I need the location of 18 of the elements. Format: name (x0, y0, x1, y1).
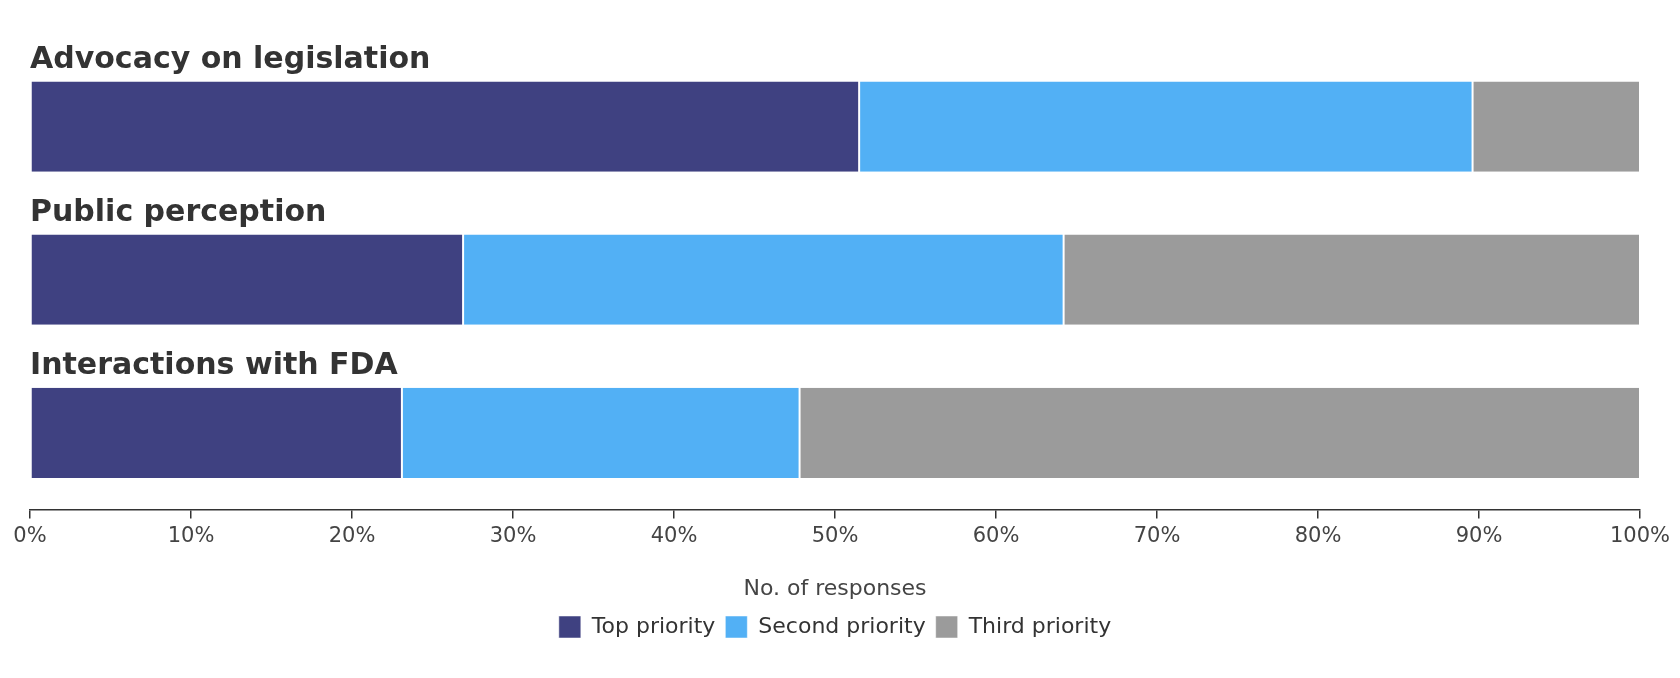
x-tick-label: 50% (811, 523, 859, 548)
legend-label: Second priority (758, 612, 926, 638)
x-tick-label: 20% (328, 523, 376, 548)
x-tick-label: 80% (1294, 523, 1342, 548)
x-tick-label: 100% (1609, 523, 1671, 548)
x-tick-label: 0% (13, 523, 47, 548)
x-tick-label: 90% (1455, 523, 1503, 548)
x-tick-label: 70% (1133, 523, 1181, 548)
legend-label: Top priority (590, 612, 716, 638)
y-tick-label: Public perception (30, 193, 327, 229)
x-axis-title: No. of responses (743, 574, 927, 600)
x-tick-label: 30% (489, 523, 537, 548)
y-tick-label: Advocacy on legislation (30, 40, 431, 76)
x-tick-label: 60% (972, 523, 1020, 548)
x-tick-label: 10% (167, 523, 215, 548)
y-tick-label: Interactions with FDA (30, 346, 399, 382)
x-tick-label: 40% (650, 523, 698, 548)
legend-label: Third priority (967, 612, 1112, 638)
